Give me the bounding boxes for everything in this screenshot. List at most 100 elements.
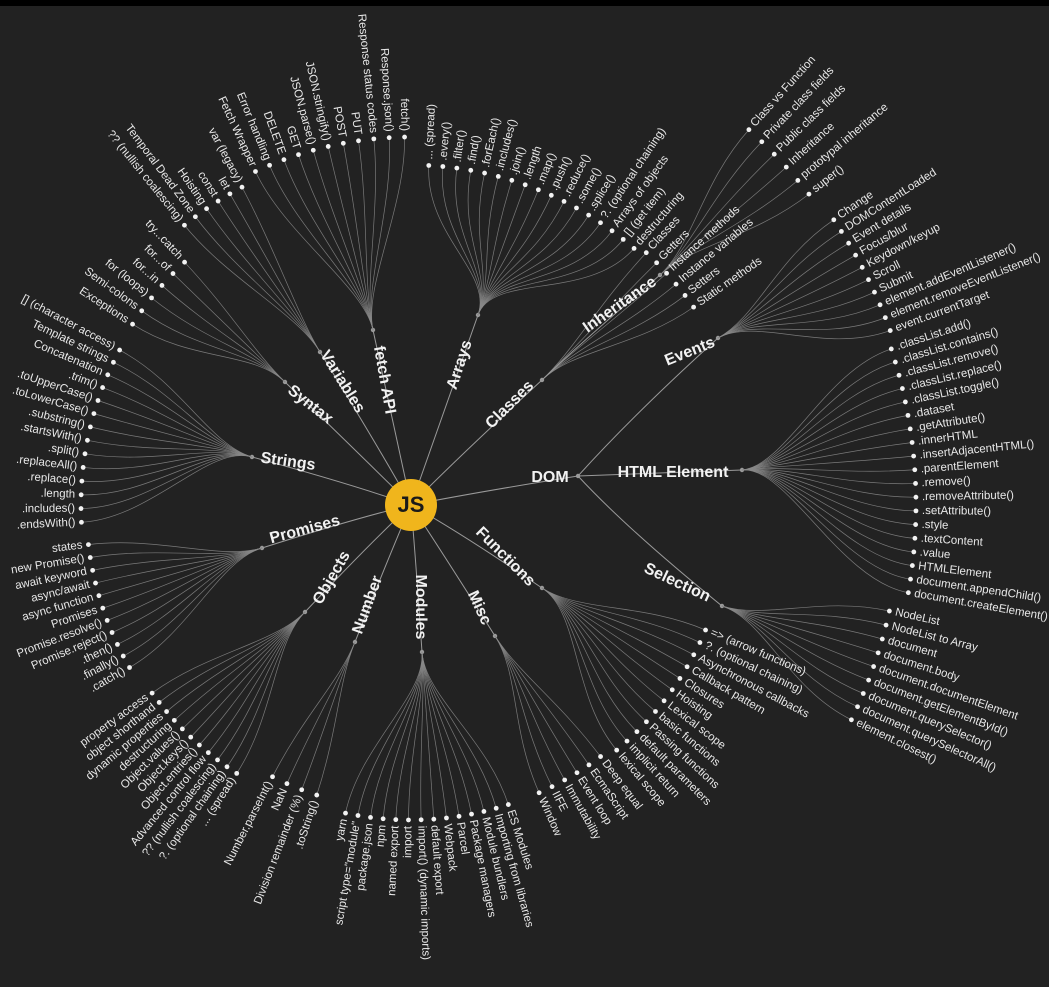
leaf-line	[327, 146, 374, 331]
leaf-dot	[85, 437, 90, 443]
leaf-line	[741, 469, 909, 594]
leaf-line	[151, 611, 306, 694]
leaf-dot	[105, 372, 111, 378]
leaf-dot	[159, 283, 165, 288]
leaf-dot	[771, 151, 777, 157]
leaf-label: .replace()	[27, 471, 76, 486]
leaf-line	[741, 469, 916, 485]
leaf-dot	[912, 467, 918, 473]
leaf-dot	[179, 726, 185, 732]
leaf-line	[741, 468, 915, 472]
leaf-dot	[192, 214, 198, 220]
leaf-dot	[325, 144, 331, 149]
leaf-dot	[703, 627, 708, 633]
leaf-dot	[598, 754, 603, 759]
leaf-dot	[426, 163, 432, 168]
leaf-line	[477, 180, 513, 316]
leaf-line	[541, 295, 686, 381]
leaf-dot	[746, 127, 752, 133]
leaf-line	[659, 129, 750, 276]
leaf-line	[541, 252, 647, 381]
leaf-dot	[911, 549, 917, 555]
leaf-line	[741, 348, 892, 471]
leaf-dot	[907, 426, 913, 432]
leaf-label: named export	[386, 825, 401, 897]
leaf-line	[283, 159, 374, 331]
leaf-dot	[440, 164, 446, 169]
leaf-line	[467, 170, 483, 316]
leaf-dot	[456, 813, 462, 819]
leaf-dot	[156, 700, 162, 705]
leaf-dot	[853, 252, 859, 258]
leaf-line	[102, 547, 263, 609]
leaf-dot	[227, 191, 233, 197]
leaf-label: .find()	[466, 134, 483, 165]
leaf-dot	[182, 222, 187, 228]
leaf-dot	[872, 289, 877, 295]
leaf-line	[161, 285, 286, 383]
leaf-line	[141, 310, 286, 383]
leaf-dot	[855, 704, 860, 710]
leaf-line	[255, 171, 374, 331]
leaf-dot	[913, 508, 919, 514]
leaf-dot	[888, 346, 894, 352]
leaf-dot	[86, 542, 91, 548]
leaf-dot	[469, 811, 474, 817]
leaf-dot	[343, 810, 348, 816]
leaf-dot	[253, 169, 258, 174]
leaf-dot	[682, 293, 688, 298]
leaf-line	[107, 374, 253, 458]
leaf-line	[721, 605, 858, 708]
leaf-dot	[697, 640, 703, 645]
leaf-line	[494, 635, 553, 787]
leaf-label: POST	[331, 106, 349, 139]
leaf-dot	[115, 642, 120, 647]
leaf-line	[229, 193, 321, 353]
leaf-line	[717, 279, 869, 339]
leaf-line	[345, 651, 423, 814]
leaf-dot	[493, 805, 499, 811]
leaf-line	[226, 611, 306, 768]
leaf-line	[301, 641, 356, 790]
leaf-dot	[899, 386, 905, 391]
leaf-dot	[887, 328, 893, 333]
leaf-dot	[620, 236, 626, 242]
leaf-dot	[505, 802, 511, 807]
leaf-label: .textContent	[920, 533, 983, 549]
leaf-dot	[481, 809, 487, 814]
leaf-line	[717, 254, 856, 339]
leaf-dot	[912, 535, 918, 541]
leaf-line	[741, 415, 909, 471]
leaf-label: .parentElement	[920, 458, 999, 475]
leaf-dot	[109, 630, 115, 635]
leaf-dot	[100, 385, 106, 390]
leaf-dot	[431, 816, 437, 822]
top-strip	[0, 0, 1049, 6]
leaf-dot	[164, 709, 169, 714]
leaf-dot	[299, 787, 305, 793]
leaf-dot	[673, 281, 679, 287]
leaf-dot	[80, 465, 86, 470]
leaf-dot	[561, 198, 567, 204]
leaf-line	[477, 189, 539, 316]
leaf-line	[541, 587, 681, 679]
leaf-dot	[215, 757, 220, 763]
leaf-dot	[677, 676, 683, 681]
leaf-dot	[281, 157, 287, 163]
leaf-line	[312, 150, 374, 331]
leaf-line	[741, 469, 915, 539]
leaf-dot	[93, 580, 98, 586]
leaf-label: states	[51, 539, 83, 555]
leaf-dot	[783, 164, 789, 170]
leaf-line	[269, 165, 374, 331]
leaf-dot	[759, 139, 765, 145]
leaf-line	[717, 304, 881, 339]
leaf-dot	[548, 192, 554, 198]
leaf-line	[477, 172, 485, 316]
leaf-dot	[95, 398, 101, 403]
leaf-dot	[586, 762, 592, 768]
leaf-label: default export	[428, 825, 445, 896]
leaf-line	[477, 248, 635, 316]
